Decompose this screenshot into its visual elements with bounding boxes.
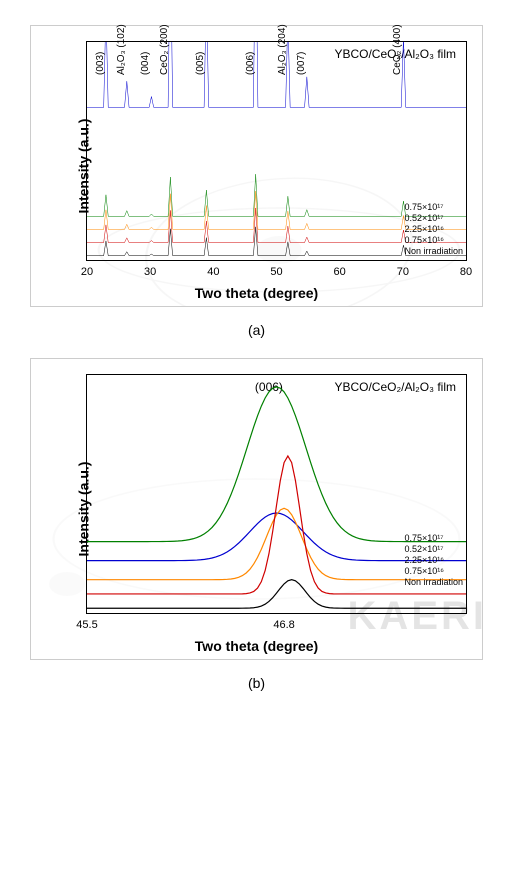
chart-b: KAERI Intensity (a.u.) Two theta (degree… bbox=[30, 358, 483, 660]
plot-area-b: YBCO/CeO₂/Al₂O₃ film (006) 45.546.8 0.75… bbox=[86, 374, 467, 614]
x-axis-label: Two theta (degree) bbox=[195, 285, 318, 301]
legend-item: 2.25×10¹⁶ bbox=[404, 224, 463, 234]
figure-container: Intensity (a.u.) Two theta (degree) YBCO… bbox=[10, 25, 503, 691]
x-axis-label: Two theta (degree) bbox=[195, 638, 318, 654]
legend-item: 0.52×10¹⁷ bbox=[404, 213, 463, 223]
legend-b: 0.75×10¹⁷0.52×10¹⁷2.25×10¹⁶0.75×10¹⁶Non … bbox=[404, 532, 463, 588]
legend-item: 0.75×10¹⁷ bbox=[404, 533, 463, 543]
caption-b: (b) bbox=[10, 675, 503, 691]
plot-area-a: YBCO/CeO₂/Al₂O₃ film (003)Al₂O₃ (102)(00… bbox=[86, 41, 467, 261]
legend-item: 0.75×10¹⁶ bbox=[404, 235, 463, 245]
x-tick: 45.5 bbox=[76, 619, 97, 631]
chart-a: Intensity (a.u.) Two theta (degree) YBCO… bbox=[30, 25, 483, 307]
peak-label: Al₂O₃ (204) bbox=[277, 24, 288, 75]
x-tick: 50 bbox=[270, 266, 282, 278]
x-tick: 46.8 bbox=[273, 619, 294, 631]
legend-item: 0.75×10¹⁷ bbox=[404, 202, 463, 212]
peak-label: (006) bbox=[245, 51, 256, 74]
peak-label: (005) bbox=[195, 51, 206, 74]
peak-label: (003) bbox=[95, 51, 106, 74]
x-tick: 60 bbox=[334, 266, 346, 278]
x-tick: 20 bbox=[81, 266, 93, 278]
x-tick: 40 bbox=[207, 266, 219, 278]
legend-item: Non irradiation bbox=[404, 577, 463, 587]
x-tick: 70 bbox=[397, 266, 409, 278]
peak-label: (007) bbox=[296, 51, 307, 74]
x-tick: 80 bbox=[460, 266, 472, 278]
peak-label: CeO₂ (200) bbox=[159, 24, 170, 75]
legend-item: 0.75×10¹⁶ bbox=[404, 566, 463, 576]
x-tick: 30 bbox=[144, 266, 156, 278]
legend-item: 0.52×10¹⁷ bbox=[404, 544, 463, 554]
peak-label: (004) bbox=[140, 51, 151, 74]
caption-a: (a) bbox=[10, 322, 503, 338]
legend-item: 2.25×10¹⁶ bbox=[404, 555, 463, 565]
legend-a: 0.75×10¹⁷0.52×10¹⁷2.25×10¹⁶0.75×10¹⁶Non … bbox=[404, 201, 463, 257]
peak-label: CeO₂ (400) bbox=[392, 24, 403, 75]
legend-item: Non irradiation bbox=[404, 246, 463, 256]
peak-label: Al₂O₃ (102) bbox=[116, 24, 127, 75]
